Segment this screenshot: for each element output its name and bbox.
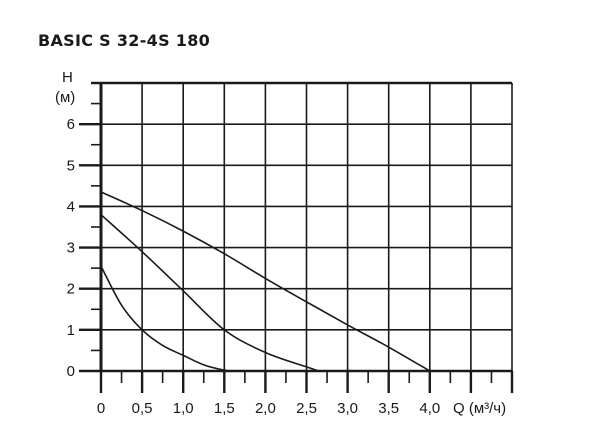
x-tick-label: 3,0 xyxy=(337,400,358,417)
tick-labels: 0 0,5 1,0 1,5 2,0 2,5 3,0 3,5 4,0 0 1 2 3 4 5 6 xyxy=(67,116,441,417)
x-tick-label: 1,5 xyxy=(214,400,235,417)
pump-curve-2 xyxy=(100,214,320,372)
y-tick-label: 3 xyxy=(67,240,75,257)
x-tick-label: 2,0 xyxy=(255,400,276,417)
curves xyxy=(100,191,431,372)
x-tick-label: 1,0 xyxy=(173,400,194,417)
pump-curve-3 xyxy=(100,265,233,372)
x-axis-label: Q (м³/ч) xyxy=(453,400,506,417)
x-tick-label: 3,5 xyxy=(378,400,399,417)
y-tick-label: 4 xyxy=(67,198,75,215)
x-tick-label: 2,5 xyxy=(296,400,317,417)
y-tick-label: 1 xyxy=(67,322,75,339)
y-axis-label: H xyxy=(62,69,73,86)
axis-ticks xyxy=(79,102,514,393)
y-tick-label: 2 xyxy=(67,281,75,298)
grid xyxy=(91,81,513,373)
y-axis-unit: (м) xyxy=(55,89,75,106)
y-tick-label: 5 xyxy=(67,157,75,174)
y-tick-label: 0 xyxy=(67,363,75,380)
pump-curve-1 xyxy=(100,191,431,372)
y-tick-label: 6 xyxy=(67,116,75,133)
x-tick-label: 0 xyxy=(97,400,105,417)
x-tick-label: 0,5 xyxy=(132,400,153,417)
x-tick-label: 4,0 xyxy=(419,400,440,417)
chart-title: BASIC S 32-4S 180 xyxy=(38,31,211,50)
